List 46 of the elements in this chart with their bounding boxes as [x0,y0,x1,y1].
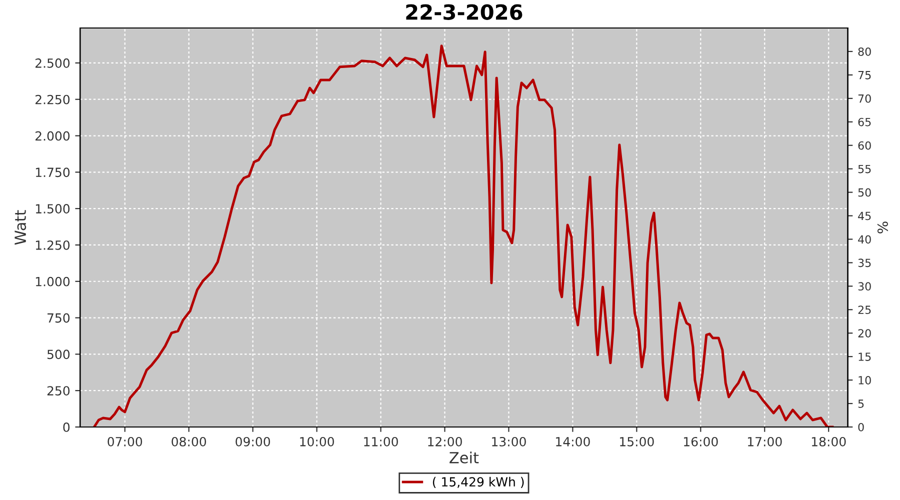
y2-tick-label: 20 [858,329,871,338]
y2-tick-label: 45 [858,212,871,220]
x-axis-title: Zeit [450,452,479,464]
y2-tick-label: 50 [858,188,871,197]
y2-axis-title: % [877,222,888,234]
y-tick-label: 2.000 [36,131,70,141]
y-tick-label: 1.000 [36,276,70,286]
y-tick-label: 2.250 [36,94,70,104]
y2-tick-label: 35 [858,258,871,268]
x-tick-label: 12:00 [428,436,462,446]
y2-tick-label: 75 [858,71,871,80]
y2-tick-label: 0 [858,422,864,432]
x-tick-label: 17:00 [748,436,782,446]
x-tick-label: 14:00 [556,436,590,446]
y-tick-label: 1.250 [36,240,70,250]
x-tick-label: 15:00 [620,436,654,446]
x-tick-label: 09:00 [236,436,270,446]
y2-tick-label: 5 [858,400,864,408]
y-tick-label: 250 [47,386,70,396]
y-tick-label: 2.500 [36,58,70,68]
y2-tick-label: 55 [858,164,871,174]
y-tick-label: 1.750 [36,168,70,178]
y-tick-label: 750 [48,313,70,323]
x-tick-label: 10:00 [300,436,334,446]
y2-tick-label: 10 [858,376,871,384]
x-tick-label: 18:00 [812,436,846,446]
y2-tick-label: 40 [858,235,871,244]
x-tick-label: 11:00 [364,436,398,446]
y-tick-label: 1.500 [36,204,70,214]
chart-title: 22-3-2026 [406,4,522,20]
y2-tick-label: 70 [858,94,871,103]
x-tick-label: 08:00 [172,436,206,446]
y-axis-title: Watt [14,210,26,245]
y-tick-label: 0 [63,422,70,432]
y2-tick-label: 60 [858,141,871,150]
x-tick-label: 07:00 [108,436,142,446]
line-series [92,44,834,427]
x-tick-label: 16:00 [684,436,718,446]
y2-tick-label: 65 [858,118,871,126]
y-tick-label: 500 [47,350,70,360]
x-tick-label: 13:00 [492,436,526,446]
legend-label: ( 15,429 kWh ) [432,476,524,488]
y2-tick-label: 15 [858,352,871,361]
y2-tick-label: 25 [858,306,871,314]
y2-tick-label: 80 [858,47,871,56]
y2-tick-label: 30 [858,282,871,291]
